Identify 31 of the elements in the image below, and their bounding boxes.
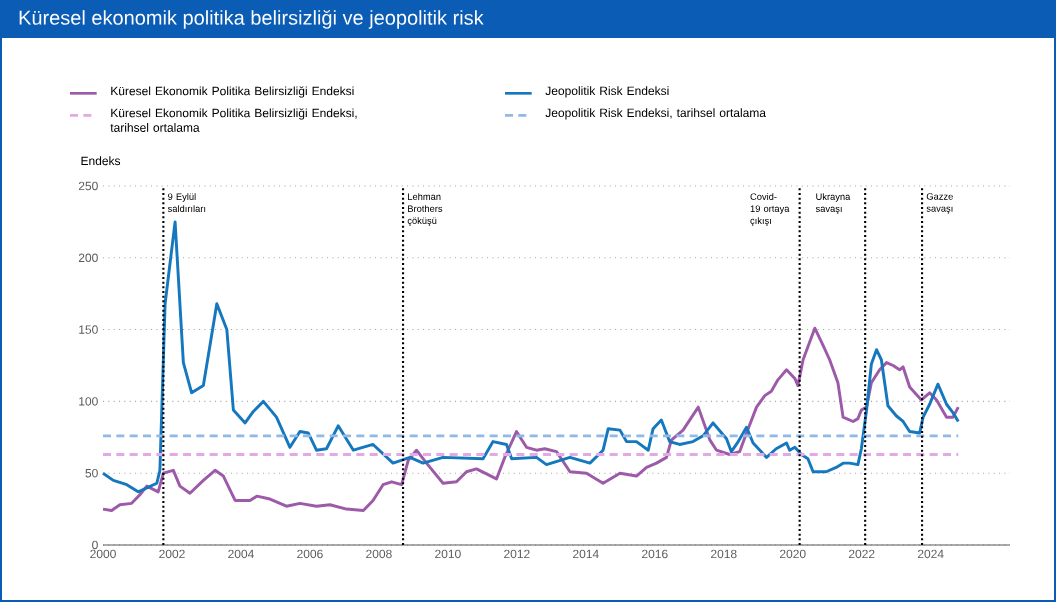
- ref-line-label: Lehman Brothers çöküşü: [407, 193, 443, 226]
- legend-label: Jeopolitik Risk Endeksi, tarihsel ortalama: [545, 108, 766, 120]
- chart-title: Küresel ekonomik politika belirsizliği ve jeopolitik risk: [19, 9, 484, 29]
- x-tick-label: 2024: [917, 549, 944, 559]
- ref-line-label: Ukrayna savaşı: [815, 193, 851, 214]
- y-tick-label: 50: [85, 468, 98, 478]
- x-tick-label: 2000: [90, 549, 116, 559]
- x-tick-label: 2022: [848, 549, 875, 559]
- x-tick-label: 2006: [297, 549, 323, 559]
- x-tick-label: 2002: [159, 549, 185, 559]
- ref-line-label: 9 Eylül saldırıları: [167, 193, 206, 212]
- x-tick-label: 2018: [711, 549, 737, 559]
- y-tick-label: 0: [92, 540, 98, 550]
- x-tick-label: 2010: [435, 549, 461, 559]
- y-tick-label: 100: [79, 397, 98, 406]
- x-tick-label: 2008: [366, 549, 392, 559]
- x-tick-label: 2004: [228, 549, 254, 559]
- ref-line-label: Covid-19 ortaya çıkışı: [750, 193, 790, 226]
- ref-line-label: Gazze savaşı: [926, 193, 953, 214]
- x-tick-label: 2016: [642, 549, 668, 559]
- legend-label: Küresel Ekonomik Politika Belirsizliği Endeksi, tarihsel ortalama: [110, 108, 357, 132]
- y-tick-label: 200: [78, 253, 98, 263]
- line-series: [101, 326, 960, 512]
- legend-label: Jeopolitik Risk Endeksi: [545, 86, 669, 98]
- x-tick-label: 2020: [780, 549, 806, 559]
- y-tick-label: 150: [79, 325, 98, 334]
- y-tick-label: 250: [78, 181, 98, 191]
- y-axis-title: Endeks: [81, 156, 121, 166]
- x-tick-label: 2014: [573, 549, 599, 559]
- legend-label: Küresel Ekonomik Politika Belirsizliği Endeksi: [111, 86, 354, 98]
- x-tick-label: 2012: [504, 549, 530, 559]
